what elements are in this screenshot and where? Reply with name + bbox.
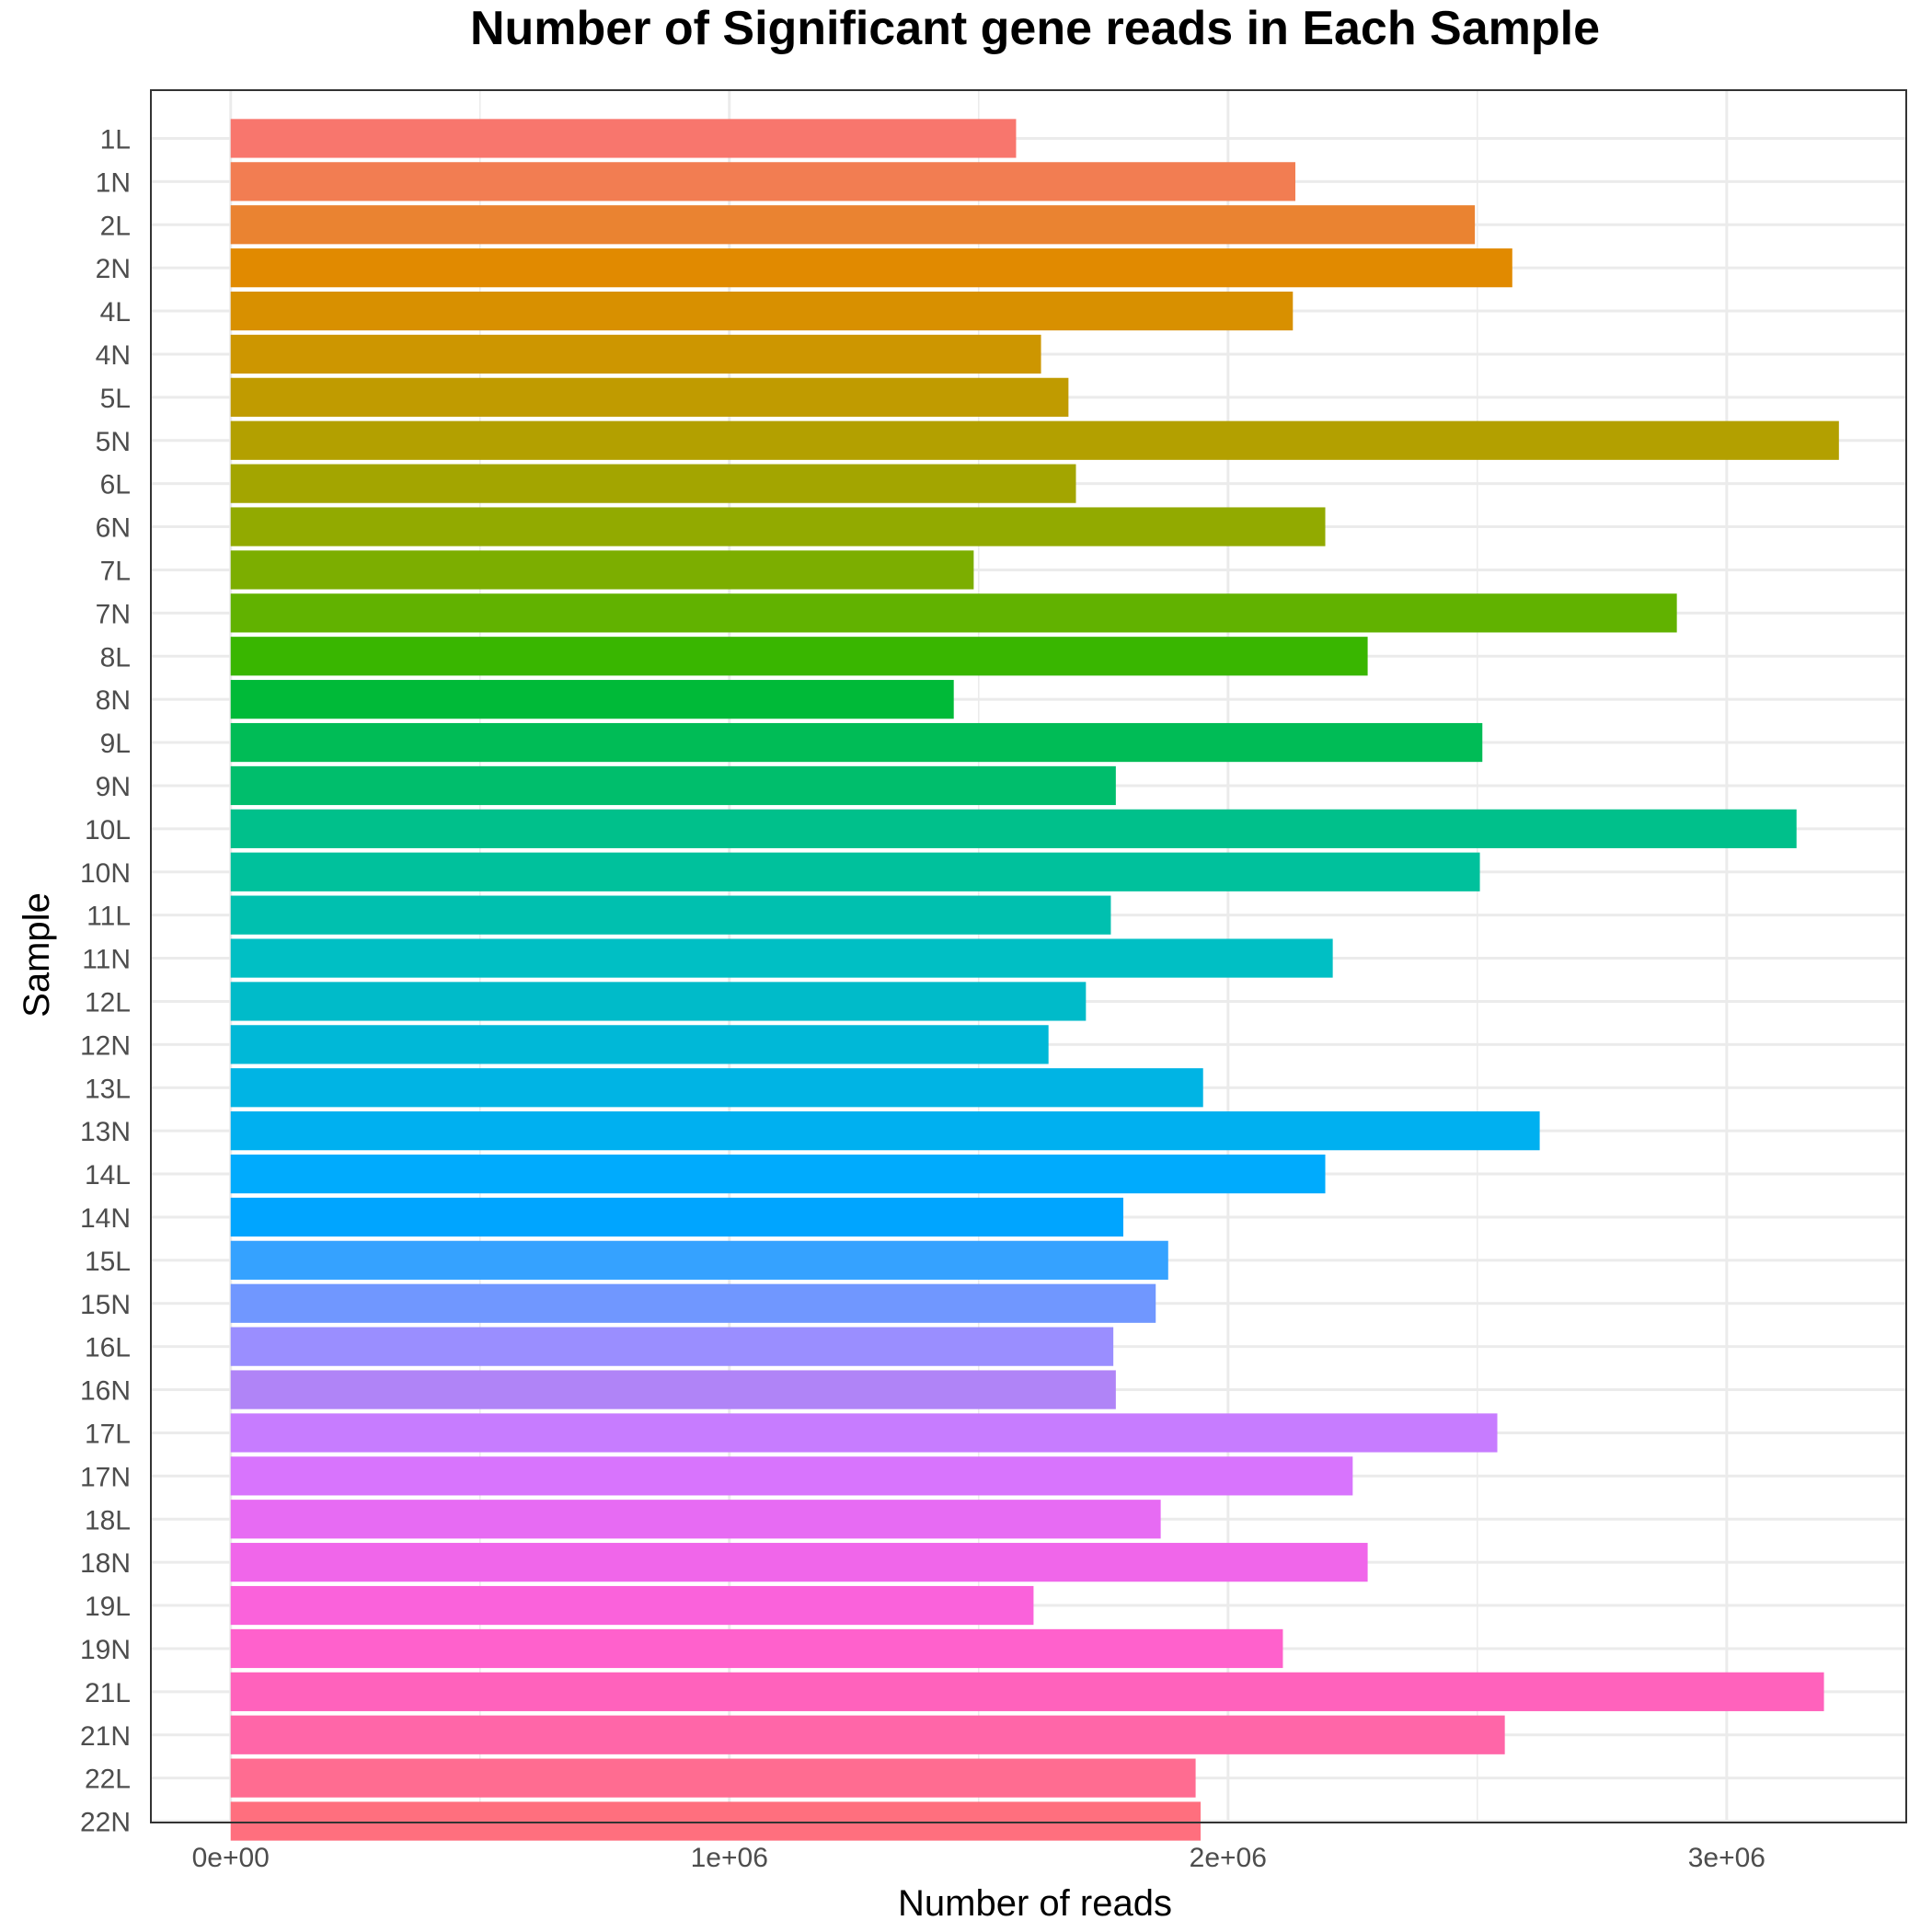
- bar-2L: [230, 205, 1476, 245]
- bars: [230, 119, 1839, 1841]
- y-tick-label: 18N: [80, 1548, 131, 1579]
- bar-15L: [230, 1240, 1168, 1280]
- y-tick-label: 6N: [96, 513, 131, 544]
- y-tick-label: 10N: [80, 858, 131, 889]
- bar-2N: [230, 248, 1512, 288]
- bar-8L: [230, 637, 1368, 676]
- y-tick-label: 15L: [85, 1247, 131, 1277]
- y-tick-label: 5L: [100, 384, 131, 414]
- bar-9L: [230, 722, 1483, 763]
- x-tick-label: 2e+06: [1190, 1843, 1267, 1873]
- bar-5L: [230, 377, 1069, 417]
- bar-12L: [230, 982, 1087, 1021]
- bar-12N: [230, 1025, 1049, 1064]
- bar-11L: [230, 895, 1111, 935]
- bar-13L: [230, 1068, 1203, 1108]
- x-tick-label: 3e+06: [1688, 1843, 1765, 1873]
- y-tick-label: 16N: [80, 1376, 131, 1407]
- bar-6L: [230, 464, 1076, 503]
- bar-11N: [230, 938, 1333, 978]
- bar-16L: [230, 1327, 1114, 1366]
- bar-4L: [230, 291, 1294, 331]
- y-tick-label: 2L: [100, 211, 131, 241]
- chart-title: Number of Significant gene reads in Each…: [470, 2, 1600, 55]
- y-tick-label: 1L: [100, 124, 131, 155]
- y-tick-label: 11L: [86, 902, 131, 932]
- y-tick-label: 14N: [80, 1203, 131, 1234]
- y-tick-label: 10L: [85, 815, 131, 845]
- y-tick-label: 7N: [96, 599, 131, 629]
- y-tick-label: 6L: [100, 470, 131, 500]
- bar-4N: [230, 334, 1041, 374]
- plot-panel-border: [150, 89, 1907, 1823]
- bar-17L: [230, 1413, 1498, 1453]
- y-tick-label: 19N: [80, 1635, 131, 1665]
- bar-9N: [230, 765, 1116, 806]
- y-tick-label: 9N: [96, 772, 131, 802]
- bar-18N: [230, 1543, 1368, 1582]
- bar-8N: [230, 680, 954, 719]
- y-tick-labels: 1L 1N 2L 2N 4L 4N 5L 5N 6L 6N 7L 7N 8L 8N 9L 9N 10L 10N 11…: [80, 124, 131, 1837]
- bar-7L: [230, 550, 974, 590]
- y-tick-label: 14L: [85, 1160, 131, 1190]
- y-axis-title: Sample: [17, 892, 57, 1018]
- y-tick-label: 12N: [80, 1030, 131, 1061]
- x-axis-title: Number of reads: [898, 1883, 1172, 1924]
- y-tick-label: 22L: [85, 1765, 131, 1795]
- y-tick-label: 17L: [85, 1419, 131, 1449]
- y-tick-label: 17N: [80, 1462, 131, 1492]
- bar-7N: [230, 593, 1677, 633]
- y-tick-label: 2N: [96, 254, 131, 284]
- bar-21N: [230, 1715, 1505, 1754]
- y-tick-label: 1N: [96, 167, 131, 198]
- bar-5N: [230, 420, 1839, 460]
- bar-22N: [230, 1801, 1202, 1841]
- bar-14L: [230, 1154, 1326, 1194]
- y-tick-label: 12L: [85, 987, 131, 1018]
- bar-15N: [230, 1283, 1156, 1323]
- bar-6N: [230, 507, 1326, 546]
- bar-10N: [230, 852, 1480, 891]
- y-tick-label: 13L: [85, 1074, 131, 1104]
- bar-16N: [230, 1370, 1116, 1409]
- bar-17N: [230, 1456, 1353, 1496]
- y-tick-label: 7L: [100, 556, 131, 586]
- y-tick-label: 15N: [80, 1290, 131, 1320]
- y-tick-label: 19L: [85, 1592, 131, 1622]
- bar-1N: [230, 162, 1295, 201]
- bar-18L: [230, 1500, 1161, 1539]
- y-tick-label: 21L: [85, 1678, 131, 1708]
- y-tick-label: 8L: [100, 642, 131, 673]
- y-tick-label: 8N: [96, 685, 131, 716]
- bar-1L: [230, 119, 1017, 158]
- bar-22L: [230, 1758, 1196, 1798]
- x-tick-label: 1e+06: [691, 1843, 768, 1873]
- y-tick-label: 16L: [85, 1333, 131, 1363]
- y-tick-label: 13N: [80, 1117, 131, 1147]
- bar-14N: [230, 1197, 1123, 1237]
- bar-10L: [230, 809, 1797, 848]
- bar-13N: [230, 1111, 1540, 1151]
- y-tick-label: 4N: [96, 340, 131, 371]
- x-tick-label: 0e+00: [192, 1843, 270, 1873]
- y-tick-label: 22N: [80, 1808, 131, 1838]
- y-tick-label: 11N: [82, 945, 131, 975]
- y-tick-label: 9L: [100, 729, 131, 759]
- bar-19N: [230, 1628, 1283, 1669]
- y-tick-label: 5N: [96, 427, 131, 457]
- x-tick-labels: 0e+00 1e+06 2e+06 3e+06: [192, 1843, 1765, 1873]
- y-tick-label: 21N: [80, 1721, 131, 1752]
- bar-21L: [230, 1672, 1824, 1711]
- y-tick-label: 4L: [100, 297, 131, 328]
- y-tick-label: 18L: [85, 1505, 131, 1535]
- bar-19L: [230, 1585, 1034, 1626]
